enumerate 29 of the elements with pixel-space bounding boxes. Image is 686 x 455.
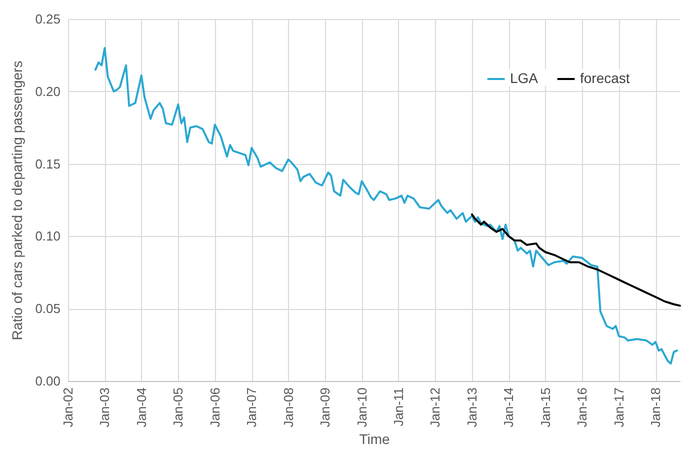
legend-label: LGA [510,70,539,86]
x-tick-label: Jan-17 [611,388,626,428]
x-tick-label: Jan-15 [538,388,553,428]
x-tick-label: Jan-14 [501,388,516,428]
y-tick-label: 0.25 [35,12,60,26]
line-series [470,213,681,307]
x-tick-label: Jan-08 [280,388,296,428]
x-tick-label: Jan-12 [428,388,443,428]
x-tick-label: Jan-11 [390,388,406,426]
x-tick-label: Jan-02 [60,388,76,428]
y-tick-label: 0.05 [35,301,60,316]
x-tick-label: Jan-16 [574,388,590,428]
x-tick-label: Jan-04 [134,388,149,428]
x-tick-label: Jan-07 [244,388,260,428]
legend-label: forecast [580,70,630,86]
x-tick-label: Jan-10 [354,388,370,428]
y-tick-label: 0.15 [35,156,60,172]
x-tick-label: Jan-09 [318,388,333,428]
x-tick-label: Jan-06 [207,388,222,428]
y-tick-label: 0.20 [35,84,60,99]
x-tick-label: Jan-13 [464,388,480,428]
x-tick-label: Jan-05 [170,388,186,428]
y-tick-label: 0.00 [35,374,60,388]
y-tick-label: 0.10 [35,228,60,244]
x-axis-title: Time [359,431,390,448]
x-tick-label: Jan-18 [648,388,664,428]
y-axis-title: Ratio of cars parked to departing passengers [9,60,26,340]
x-tick-label: Jan-03 [97,388,112,428]
line-series [94,46,678,365]
